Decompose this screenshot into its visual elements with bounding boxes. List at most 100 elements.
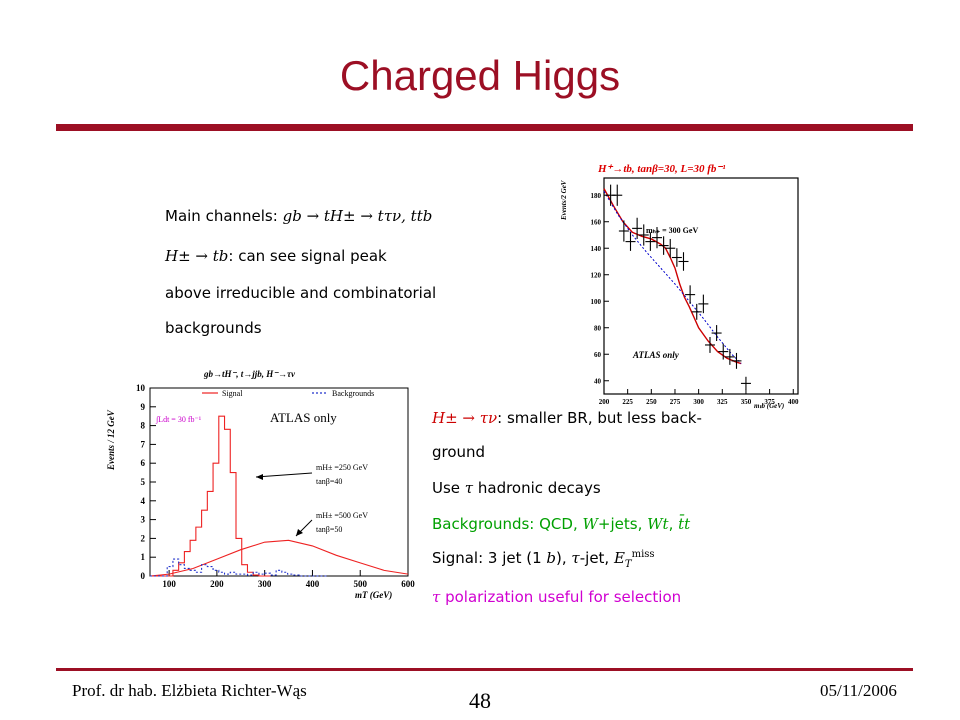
tb-data-point	[665, 238, 676, 258]
mt-atlas-annotation: ATLAS only	[270, 410, 337, 425]
tb-mass-chart: H⁺→tb, tanβ=30, L=30 fb⁻¹ mₕ₊ = 300 GeV …	[560, 163, 799, 410]
footer-date: 05/11/2006	[820, 681, 897, 700]
backgrounds-jets: +jets,	[597, 515, 648, 533]
mt-lumi-annotation: ∫Ldt = 30 fb⁻¹	[155, 415, 202, 424]
tb-data-point	[704, 337, 715, 353]
mt-chart-title: gb→tH⁻, t→jjb, H⁻→τν	[203, 369, 296, 379]
tb-ytick-label: 140	[591, 245, 602, 253]
mt-arrow-250	[255, 472, 313, 478]
tb-data-point	[718, 343, 729, 360]
tb-data-point	[740, 376, 751, 391]
hadronic-tau: τ	[464, 479, 474, 497]
tb-xtick-label: 250	[646, 398, 657, 406]
footer-rule	[56, 668, 913, 671]
signal-d: -jet,	[579, 549, 614, 567]
tb-chart-ylabel: Events/2 GeV	[560, 179, 568, 221]
signal-c: ),	[556, 549, 572, 567]
mt-legend-signal: Signal	[222, 389, 243, 398]
tb-data-point	[724, 348, 735, 365]
polarization-line: τ polarization useful for selection	[432, 588, 681, 606]
tb-chart-atlas: ATLAS only	[632, 350, 680, 360]
tb-chart-title: H⁺→tb, tanβ=30, L=30 fb⁻¹	[597, 163, 726, 175]
tb-ytick-label: 120	[591, 272, 602, 280]
tb-data-point	[698, 294, 709, 314]
main-channels-line: Main channels: gb → tH± → tτν, ttb	[165, 207, 432, 225]
polarization-text: polarization useful for selection	[440, 588, 682, 606]
title-underline	[56, 124, 913, 131]
tb-channel-formula: H± → tb	[165, 247, 229, 265]
backgrounds-tt: t̄t	[678, 515, 691, 533]
tb-data-point	[678, 252, 689, 271]
tb-data-point	[632, 217, 643, 239]
mt-xtick-label: 400	[306, 579, 320, 589]
signal-b: b	[546, 549, 557, 567]
tb-xtick-label: 375	[764, 398, 775, 406]
mt-ytick-label: 10	[136, 383, 146, 393]
tb-ytick-label: 100	[591, 298, 602, 306]
mt-chart-xlabel: mT (GeV)	[355, 590, 392, 600]
tb-chart-mass-annotation: mₕ₊ = 300 GeV	[646, 226, 698, 235]
mt-xtick-label: 200	[210, 579, 224, 589]
tb-ytick-label: 40	[594, 378, 602, 386]
polarization-tau: τ	[432, 588, 441, 606]
mt-ytick-label: 7	[141, 439, 146, 449]
tb-data-point	[612, 184, 623, 206]
mt-ytick-label: 4	[141, 496, 146, 506]
tb-channel-line: H± → tb: can see signal peak	[165, 247, 387, 265]
backgrounds-w: W	[582, 515, 598, 533]
tb-data-point	[658, 236, 669, 255]
mt-legend-bkg: Backgrounds	[332, 389, 374, 398]
tb-data-point	[691, 303, 702, 320]
signal-et: E	[613, 549, 625, 567]
mt-annot-500-tan: tanβ=50	[316, 525, 342, 534]
tb-xtick-label: 400	[788, 398, 799, 406]
mt-xtick-label: 600	[401, 579, 415, 589]
tb-xtick-label: 200	[599, 398, 610, 406]
page-number: 48	[469, 688, 491, 713]
tb-ytick-label: 180	[591, 192, 602, 200]
mt-signal-500-line	[149, 539, 409, 577]
backgrounds-wt: Wt	[647, 515, 669, 533]
mt-xtick-label: 300	[258, 579, 272, 589]
mt-ytick-label: 9	[141, 402, 146, 412]
tb-data-point	[651, 227, 662, 249]
signal-a: Signal: 3 jet (1	[432, 549, 547, 567]
mt-ytick-label: 0	[141, 571, 146, 581]
backgrounds-list-line: Backgrounds: QCD, W+jets, Wt, t̄t	[432, 515, 690, 533]
tb-ytick-label: 160	[591, 219, 602, 227]
footer-author: Prof. dr hab. Elżbieta Richter-Wąs	[72, 681, 307, 700]
signal-et-sup: miss	[631, 549, 655, 560]
tb-xtick-label: 325	[717, 398, 728, 406]
ground-line: ground	[432, 443, 486, 461]
mt-chart: gb→tH⁻, t→jjb, H⁻→τν Signal Backgrounds …	[106, 369, 415, 600]
mt-annot-500-mass: mH± =500 GeV	[316, 511, 368, 520]
tb-ytick-label: 60	[594, 351, 602, 359]
tb-xtick-label: 225	[622, 398, 633, 406]
mt-arrow-250-head	[256, 474, 263, 480]
hadronic-a: Use	[432, 479, 465, 497]
tb-background-line	[603, 190, 742, 364]
mt-arrow-500-head	[296, 529, 303, 536]
mt-background-line	[150, 558, 328, 577]
taunu-line: H± → τν: smaller BR, but less back-	[432, 409, 702, 427]
mt-ytick-label: 2	[141, 533, 146, 543]
slide-title: Charged Higgs	[339, 52, 621, 99]
mt-ytick-label: 8	[141, 421, 146, 431]
main-channels-label: Main channels:	[165, 207, 278, 225]
tb-fit-line	[603, 188, 742, 365]
tb-xtick-label: 300	[693, 398, 704, 406]
backgrounds-line: backgrounds	[165, 319, 262, 337]
tb-xtick-label: 275	[670, 398, 681, 406]
tb-data-point	[731, 352, 742, 369]
backgrounds-list-label: Backgrounds: QCD,	[432, 515, 583, 533]
tb-xtick-label: 350	[741, 398, 752, 406]
mt-ytick-label: 6	[141, 458, 146, 468]
tb-data-point	[671, 248, 682, 267]
taunu-formula: H± → τν	[432, 409, 498, 427]
mt-xtick-label: 100	[162, 579, 176, 589]
mt-annot-250-mass: mH± =250 GeV	[316, 463, 368, 472]
tb-data-point	[638, 224, 649, 246]
mt-xtick-label: 500	[353, 579, 367, 589]
mt-ytick-label: 5	[141, 477, 146, 487]
signal-tau: τ	[571, 549, 580, 567]
